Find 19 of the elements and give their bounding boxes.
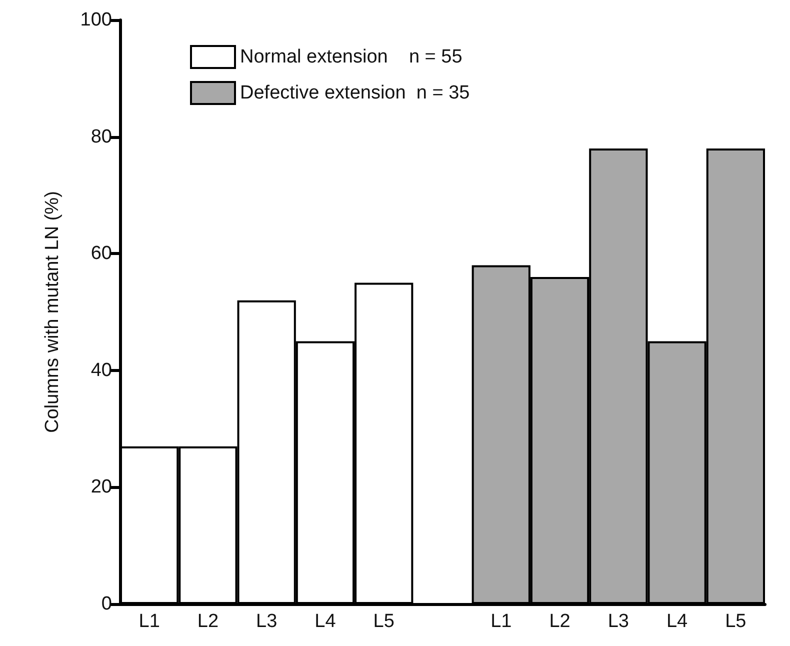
legend-label: Normal extension n = 55 [240,46,462,68]
y-tick-label: 80 [90,126,112,148]
x-tick-label: L4 [666,611,688,632]
x-tick-label: L2 [197,611,219,632]
x-tick-label: L3 [256,611,278,632]
y-tick-label: 20 [90,476,112,498]
y-axis-title: Columns with mutant LN (%) [42,191,63,433]
x-tick-label: L5 [725,611,746,632]
y-tick-label: 100 [80,10,112,30]
legend-label: Defective extension n = 35 [240,82,470,104]
x-tick-label: L2 [549,611,570,632]
x-tick-label: L4 [314,611,336,632]
x-tick-label: L3 [608,611,629,632]
y-tick-label: 60 [90,243,112,264]
x-tick-label: L1 [490,611,512,632]
y-tick-label: 40 [90,360,112,381]
y-tick-label: 0 [101,594,112,614]
x-tick-label: L5 [373,611,394,632]
x-tick-label: L1 [138,611,160,632]
